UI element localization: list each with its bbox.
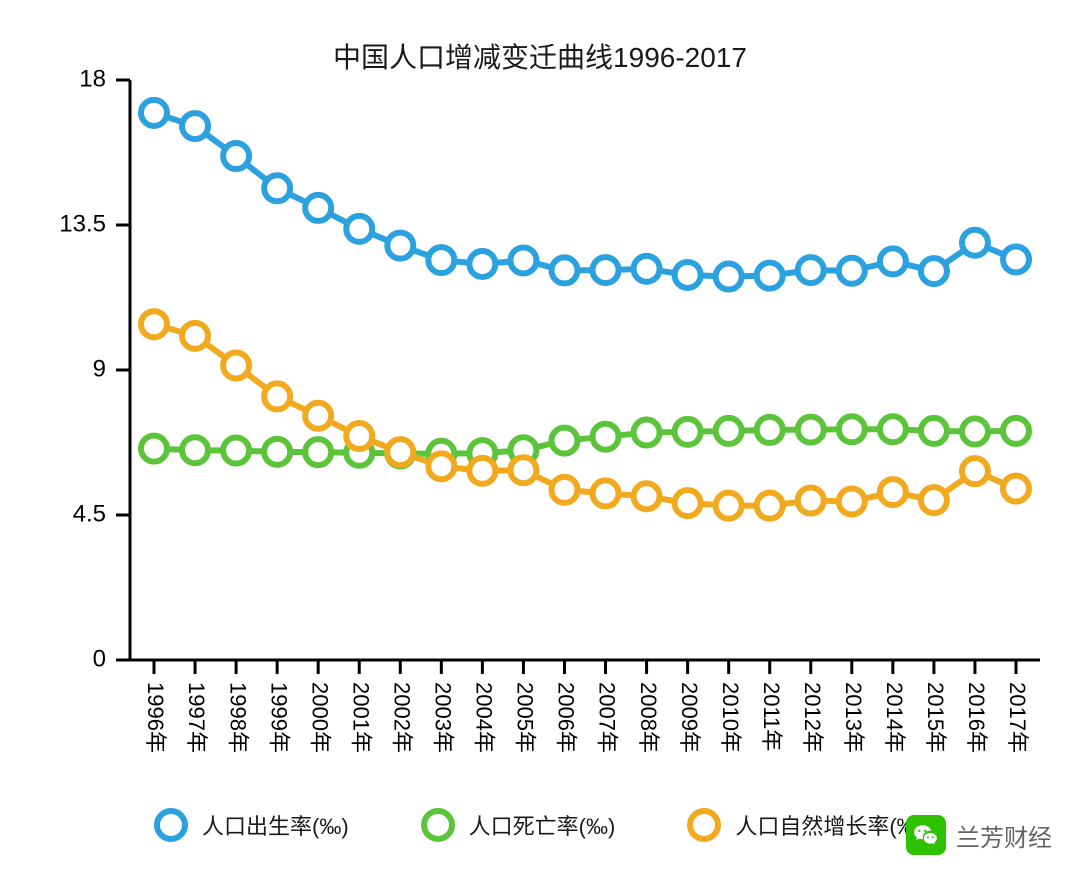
svg-text:2006年: 2006年 [554, 682, 579, 753]
svg-text:2005年: 2005年 [513, 682, 538, 753]
svg-text:2001年: 2001年 [348, 682, 373, 753]
legend-label: 人口死亡率(‰) [469, 809, 616, 841]
legend-label: 人口自然增长率(‰) [735, 809, 926, 841]
svg-text:9: 9 [93, 355, 106, 382]
legend-swatch [687, 808, 721, 842]
svg-text:2004年: 2004年 [472, 682, 497, 753]
svg-text:1998年: 1998年 [225, 682, 250, 753]
watermark-text: 兰芳财经 [956, 818, 1052, 853]
svg-text:4.5: 4.5 [73, 500, 106, 527]
svg-text:0: 0 [93, 645, 106, 672]
svg-text:18: 18 [79, 65, 106, 92]
wechat-glyph [913, 822, 939, 848]
legend-label: 人口出生率(‰) [202, 809, 349, 841]
svg-text:2000年: 2000年 [307, 682, 332, 753]
legend-swatch [421, 808, 455, 842]
svg-text:13.5: 13.5 [59, 210, 106, 237]
wechat-icon [906, 815, 946, 855]
svg-text:2009年: 2009年 [677, 682, 702, 753]
svg-text:1997年: 1997年 [184, 682, 209, 753]
svg-text:2016年: 2016年 [964, 682, 989, 753]
svg-text:2010年: 2010年 [718, 682, 743, 753]
legend-item: 人口出生率(‰) [154, 808, 349, 842]
watermark: 兰芳财经 [906, 815, 1052, 855]
svg-text:2012年: 2012年 [800, 682, 825, 753]
svg-text:2017年: 2017年 [1005, 682, 1030, 753]
svg-text:2008年: 2008年 [636, 682, 661, 753]
svg-text:2003年: 2003年 [431, 682, 456, 753]
svg-text:2007年: 2007年 [595, 682, 620, 753]
svg-text:2002年: 2002年 [389, 682, 414, 753]
svg-text:2015年: 2015年 [923, 682, 948, 753]
svg-text:1996年: 1996年 [143, 682, 168, 753]
svg-text:2014年: 2014年 [882, 682, 907, 753]
svg-text:2011年: 2011年 [759, 682, 784, 751]
svg-text:2013年: 2013年 [841, 682, 866, 753]
legend-item: 人口死亡率(‰) [421, 808, 616, 842]
chart-svg: 0 4.5 9 13.5 18 1996年 1997年 1998年 1999年 2000年 2001… [0, 0, 1080, 883]
svg-text:1999年: 1999年 [266, 682, 291, 753]
legend-swatch [154, 808, 188, 842]
legend-item: 人口自然增长率(‰) [687, 808, 926, 842]
